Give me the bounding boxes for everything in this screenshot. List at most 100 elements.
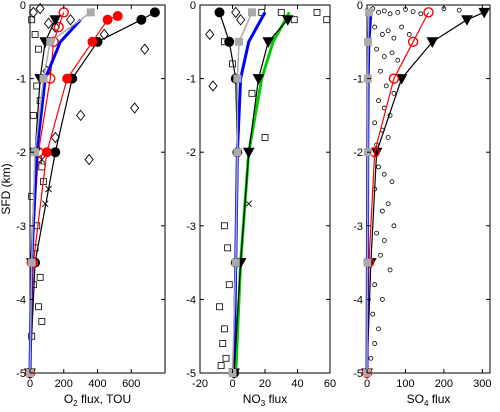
y-tick-label: -1 <box>186 74 196 86</box>
plot-area <box>29 4 166 374</box>
series-point-red-circle <box>102 14 113 25</box>
y-tick-label: -3 <box>353 221 363 233</box>
scatter-point-x <box>38 156 46 163</box>
scatter-point-diamond <box>76 109 86 122</box>
scatter-point-diamond <box>205 28 215 41</box>
scatter-point-open-circle <box>372 341 378 346</box>
y-tick-label: -1 <box>16 74 26 86</box>
scatter-point-open-circle <box>456 7 462 13</box>
series-line-gray-square <box>366 12 370 374</box>
scatter-point-square <box>323 16 331 24</box>
y-tick-label: -5 <box>186 368 196 380</box>
scatter-point-diamond <box>130 102 140 114</box>
series-point-black-triangle <box>461 15 473 26</box>
series-point-gray-square <box>363 258 372 267</box>
series-point-black-triangle <box>426 37 439 48</box>
panel-1: 0 200 400 600 0 -1 -2 -3 -4 -5 O2 flux, TOU SFD (km… <box>0 0 166 408</box>
series-point-black-triangle <box>252 74 265 85</box>
scatter-point-diamond <box>43 17 54 30</box>
y-tick-label: -1 <box>353 74 363 86</box>
x-axis-label: O2 flux, TOU <box>64 392 131 408</box>
scatter-point-square <box>248 89 256 97</box>
series-point-red-open-circle <box>53 21 64 33</box>
series-point-gray-square <box>27 258 36 267</box>
scatter-point-open-circle <box>385 201 391 207</box>
scatter-point-open-circle <box>378 68 383 74</box>
scatter-point-open-circle <box>399 24 404 30</box>
y-tick-label: -5 <box>353 368 363 380</box>
x-axis-label: NO3 flux <box>243 392 287 408</box>
scatter-point-open-circle <box>381 54 387 59</box>
x-tick-label: 600 <box>122 378 140 390</box>
scatter-point-diamond <box>65 13 76 26</box>
scatter-point-open-circle <box>395 9 401 15</box>
series-point-black-circle <box>214 7 225 18</box>
scatter-point-open-circle <box>387 267 393 273</box>
scatter-point-square <box>38 318 46 325</box>
y-tick-label: -3 <box>186 221 196 233</box>
scatter-point-open-circle <box>372 120 378 126</box>
series-line-gray-square <box>231 12 253 374</box>
x-tick-label: 100 <box>396 378 414 390</box>
x-tick-label: 300 <box>473 378 491 390</box>
y-tick-label: -2 <box>16 147 26 159</box>
y-tick-label: -4 <box>186 294 196 306</box>
y-tick-label: -2 <box>353 147 363 159</box>
scatter-point-open-circle <box>395 57 401 63</box>
y-tick-label: -3 <box>16 221 26 233</box>
y-tick-label: -4 <box>16 294 26 306</box>
y-tick-label: -4 <box>353 294 363 306</box>
scatter-point-open-circle <box>381 171 387 177</box>
scatter-point-square <box>35 303 42 311</box>
scatter-point-open-circle <box>387 11 393 17</box>
scatter-point-open-circle <box>376 9 381 15</box>
scatter-point-open-circle <box>389 50 395 56</box>
scatter-point-square <box>217 362 225 370</box>
scatter-point-diamond <box>99 28 109 41</box>
panel-2: -20 0 20 40 60 0 -1 -2 -3 -4 -5 NO3 flux <box>186 0 336 408</box>
series-point-gray-square <box>233 74 242 83</box>
scatter-point-open-circle <box>376 326 381 332</box>
scatter-point-open-circle <box>370 311 376 317</box>
x-tick-label: 0 <box>27 378 33 390</box>
scatter-point-open-circle <box>391 223 397 229</box>
x-tick-label: -20 <box>192 378 208 390</box>
scatter-point-open-circle <box>379 208 385 214</box>
scatter-point-diamond <box>140 43 150 55</box>
scatter-point-square <box>290 16 298 24</box>
scatter-point-open-circle <box>374 230 380 236</box>
x-tick-label: 0 <box>364 378 370 390</box>
series-point-gray-square <box>248 8 256 17</box>
scatter-point-diamond <box>208 80 218 92</box>
scatter-point-open-circle <box>391 90 397 96</box>
series-point-black-triangle <box>49 15 62 26</box>
scatter-point-open-circle <box>406 32 412 37</box>
scatter-point-diamond <box>50 131 60 144</box>
series-point-red-circle <box>87 36 98 47</box>
series-point-gray-square <box>39 74 48 83</box>
scatter-point-open-circle <box>372 282 378 288</box>
scatter-point-square <box>31 31 39 38</box>
scatter-point-square <box>261 134 269 141</box>
scatter-point-x <box>41 200 49 208</box>
series-point-red-circle <box>62 73 73 84</box>
series-point-gray-square <box>235 37 243 46</box>
scatter-point-square <box>36 273 44 281</box>
series-point-gray-square <box>364 8 373 17</box>
scatter-point-square <box>216 303 223 311</box>
scatter-point-open-circle <box>381 238 387 243</box>
scatter-point-square <box>313 8 321 16</box>
scatter-point-square <box>28 16 36 24</box>
scatter-point-open-circle <box>378 252 383 258</box>
series-point-black-circle <box>224 36 235 47</box>
x-tick-label: 20 <box>259 378 271 390</box>
scatter-point-diamond <box>231 6 241 19</box>
y-tick-label: -2 <box>186 147 196 159</box>
scatter-point-open-circle <box>368 355 374 361</box>
y-tick-label: 0 <box>357 0 363 12</box>
series-point-black-triangle <box>242 147 255 159</box>
scatter-point-open-circle <box>376 98 381 104</box>
plot-area <box>199 4 331 374</box>
series-point-black-circle <box>136 14 147 25</box>
scatter-point-open-circle <box>389 179 395 185</box>
